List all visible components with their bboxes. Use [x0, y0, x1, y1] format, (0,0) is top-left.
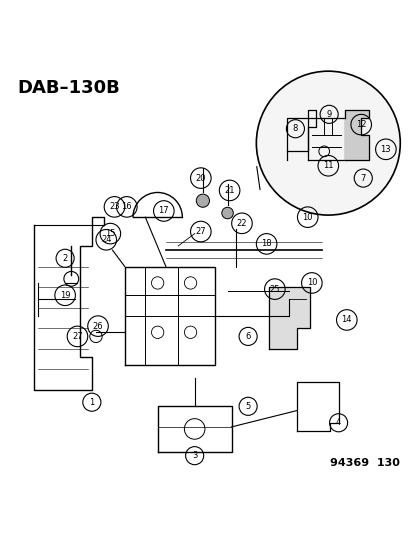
Text: 23: 23 [109, 203, 119, 212]
Text: 14: 14 [341, 316, 351, 325]
Text: 26: 26 [93, 321, 103, 330]
Text: 10: 10 [306, 278, 316, 287]
Text: 20: 20 [195, 174, 206, 183]
Text: 18: 18 [261, 239, 271, 248]
Text: 27: 27 [195, 227, 206, 236]
Text: 21: 21 [224, 186, 234, 195]
Text: 2: 2 [62, 254, 68, 263]
Text: 7: 7 [360, 174, 365, 183]
Text: 22: 22 [236, 219, 247, 228]
Text: 10: 10 [302, 213, 312, 222]
Text: 16: 16 [121, 203, 132, 212]
Text: 25: 25 [269, 285, 280, 294]
Text: 24: 24 [101, 235, 111, 244]
Polygon shape [268, 287, 309, 349]
Circle shape [221, 207, 233, 219]
Text: DAB–130B: DAB–130B [18, 79, 120, 98]
Text: 15: 15 [105, 229, 115, 238]
Text: 17: 17 [158, 206, 169, 215]
Text: 13: 13 [380, 145, 390, 154]
Text: 6: 6 [245, 332, 250, 341]
Text: 1: 1 [89, 398, 94, 407]
Polygon shape [344, 110, 368, 159]
Text: 8: 8 [292, 124, 297, 133]
Circle shape [196, 194, 209, 207]
Text: 3: 3 [192, 451, 197, 460]
Text: 27: 27 [72, 332, 83, 341]
Text: 19: 19 [60, 291, 70, 300]
Text: 11: 11 [322, 161, 333, 170]
Text: 94369  130: 94369 130 [330, 458, 399, 468]
Text: 4: 4 [335, 418, 340, 427]
Text: 12: 12 [355, 120, 366, 129]
Circle shape [256, 71, 399, 215]
Text: 9: 9 [326, 110, 331, 119]
Text: 5: 5 [245, 402, 250, 411]
